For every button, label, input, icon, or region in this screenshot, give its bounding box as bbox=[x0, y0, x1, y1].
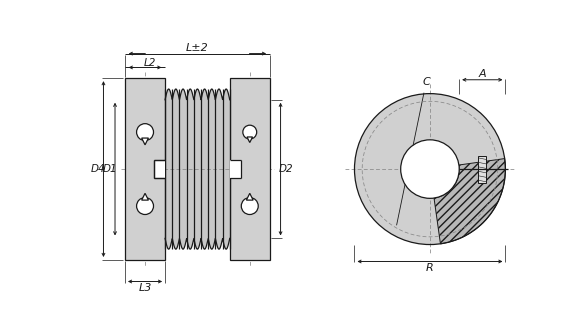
Bar bbox=[154, 160, 165, 178]
Circle shape bbox=[137, 124, 154, 141]
Text: D2: D2 bbox=[279, 164, 293, 174]
Text: C: C bbox=[396, 77, 430, 225]
Circle shape bbox=[137, 198, 154, 214]
Text: D1: D1 bbox=[103, 164, 118, 174]
Wedge shape bbox=[354, 94, 505, 245]
Polygon shape bbox=[125, 78, 165, 260]
Polygon shape bbox=[230, 78, 270, 260]
Text: L3: L3 bbox=[139, 283, 152, 293]
Circle shape bbox=[242, 198, 258, 214]
Bar bbox=[230, 160, 240, 178]
Polygon shape bbox=[246, 193, 253, 200]
Bar bbox=[478, 156, 486, 183]
Text: R: R bbox=[426, 263, 434, 273]
Polygon shape bbox=[165, 89, 230, 249]
Text: D4: D4 bbox=[91, 164, 105, 174]
Text: A: A bbox=[478, 70, 486, 79]
Circle shape bbox=[400, 140, 459, 198]
Text: L2: L2 bbox=[144, 58, 156, 68]
Polygon shape bbox=[141, 193, 148, 200]
Text: L±2: L±2 bbox=[186, 43, 209, 53]
Circle shape bbox=[243, 125, 257, 139]
Polygon shape bbox=[141, 138, 148, 145]
Polygon shape bbox=[247, 137, 253, 143]
Wedge shape bbox=[434, 159, 505, 244]
